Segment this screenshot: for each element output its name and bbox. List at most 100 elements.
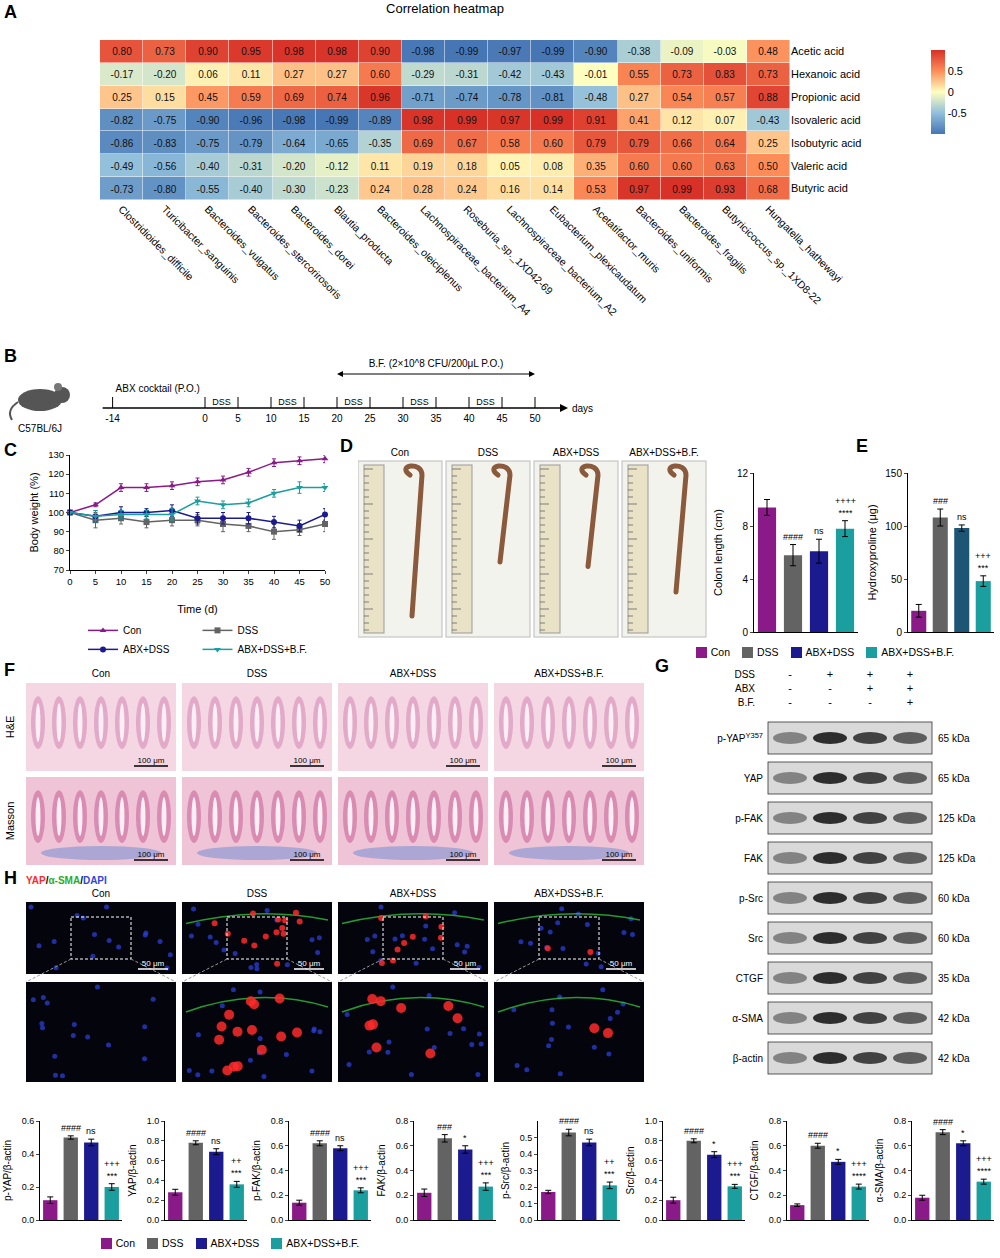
svg-text:-0.73: -0.73 [111,184,134,195]
svg-text:0.14: 0.14 [543,184,563,195]
svg-text:ns: ns [335,1133,345,1143]
svg-text:-0.98: -0.98 [412,46,435,57]
svg-text:0.63: 0.63 [715,161,735,172]
svg-text:-0.35: -0.35 [369,138,392,149]
svg-text:Isovaleric acid: Isovaleric acid [791,114,861,126]
svg-text:YAP: YAP [744,773,764,784]
svg-text:0.27: 0.27 [284,69,304,80]
svg-text:0.2: 0.2 [271,1190,284,1200]
svg-text:65 kDa: 65 kDa [938,773,970,784]
svg-text:-0.40: -0.40 [197,161,220,172]
svg-text:Hydroxyproline (μg): Hydroxyproline (μg) [866,504,878,600]
svg-text:-0.42: -0.42 [499,69,522,80]
svg-text:ns: ns [814,526,824,536]
svg-text:0.25: 0.25 [758,138,778,149]
svg-text:0.57: 0.57 [715,92,735,103]
svg-text:-: - [788,696,792,708]
svg-text:100 μm: 100 μm [138,850,165,859]
svg-text:4: 4 [742,574,748,585]
svg-text:####: #### [933,1117,953,1127]
svg-text:Src: Src [748,933,763,944]
svg-text:0: 0 [896,627,902,638]
svg-text:Con: Con [123,625,141,636]
svg-text:-0.65: -0.65 [326,138,349,149]
svg-text:-0.83: -0.83 [154,138,177,149]
svg-text:0.95: 0.95 [241,46,261,57]
svg-text:0.2: 0.2 [520,1182,533,1192]
svg-text:0.24: 0.24 [370,184,390,195]
svg-text:0.79: 0.79 [586,138,606,149]
svg-text:0.50: 0.50 [758,161,778,172]
svg-text:Con: Con [391,447,409,458]
svg-text:+++****: +++**** [851,1159,867,1181]
svg-text:###: ### [437,1122,452,1132]
svg-text:B.F. (2×10^8 CFU/200μL P.O.): B.F. (2×10^8 CFU/200μL P.O.) [369,358,504,369]
svg-text:DSS: DSS [247,888,268,899]
svg-text:Acetatifactor_muris: Acetatifactor_muris [591,203,663,275]
svg-text:0.69: 0.69 [413,138,433,149]
svg-text:β-actin: β-actin [733,1053,763,1064]
svg-text:-: - [868,696,872,708]
svg-text:0.48: 0.48 [758,46,778,57]
svg-text:ABX+DSS: ABX+DSS [390,888,437,899]
svg-text:0.96: 0.96 [370,92,390,103]
svg-text:0.06: 0.06 [198,69,218,80]
svg-text:125 kDa: 125 kDa [938,813,976,824]
svg-text:0.88: 0.88 [758,92,778,103]
svg-text:0.80: 0.80 [112,46,132,57]
svg-text:50 μm: 50 μm [454,959,477,968]
svg-text:Hexanoic acid: Hexanoic acid [791,68,860,80]
svg-text:0.98: 0.98 [284,46,304,57]
svg-text:ABX+DSS+B.F.: ABX+DSS+B.F. [534,668,603,679]
svg-text:+: + [827,668,833,680]
svg-text:0.68: 0.68 [758,184,778,195]
svg-text:10: 10 [265,413,277,424]
svg-text:-0.56: -0.56 [154,161,177,172]
svg-text:ABX+DSS+B.F.: ABX+DSS+B.F. [534,888,603,899]
svg-text:0.90: 0.90 [370,46,390,57]
svg-text:100 μm: 100 μm [138,756,165,765]
svg-text:Clostridioides_difficile: Clostridioides_difficile [116,203,196,283]
svg-text:days: days [572,403,593,414]
svg-text:Bacteroides_stercorirosoris: Bacteroides_stercorirosoris [246,203,344,301]
svg-text:0.4: 0.4 [271,1166,284,1176]
svg-text:Butyric acid: Butyric acid [791,182,848,194]
svg-text:++++****: ++++**** [835,496,856,518]
svg-text:C57BL/6J: C57BL/6J [18,423,62,434]
svg-text:70: 70 [54,564,65,575]
svg-text:100 μm: 100 μm [606,850,633,859]
svg-text:B.F.: B.F. [738,697,755,708]
svg-text:H&E: H&E [4,716,16,739]
svg-text:0.90: 0.90 [198,46,218,57]
svg-text:42 kDa: 42 kDa [938,1053,970,1064]
svg-text:-0.99: -0.99 [542,46,565,57]
svg-text:0.6: 0.6 [22,1116,35,1126]
svg-text:-0.64: -0.64 [283,138,306,149]
svg-text:0: 0 [742,627,748,638]
svg-text:####: #### [808,1130,828,1140]
svg-text:0.66: 0.66 [672,138,692,149]
svg-text:-0.55: -0.55 [197,184,220,195]
svg-text:-0.99: -0.99 [456,46,479,57]
svg-text:0.08: 0.08 [543,161,563,172]
svg-text:0.41: 0.41 [629,115,649,126]
svg-text:####: #### [310,1128,330,1138]
svg-text:0.3: 0.3 [520,1166,533,1176]
svg-text:100: 100 [48,507,64,518]
svg-text:0.0: 0.0 [520,1215,533,1225]
svg-text:45: 45 [294,576,305,587]
svg-text:ns: ns [957,512,967,522]
svg-text:ABX+DSS: ABX+DSS [390,668,437,679]
svg-text:-0.38: -0.38 [628,46,651,57]
svg-text:0.16: 0.16 [500,184,520,195]
svg-text:####: #### [559,1116,579,1126]
svg-text:65 kDa: 65 kDa [938,733,970,744]
svg-text:30: 30 [218,576,229,587]
svg-text:-0.79: -0.79 [240,138,263,149]
svg-text:0.99: 0.99 [672,184,692,195]
svg-text:0.58: 0.58 [500,138,520,149]
svg-text:0.2: 0.2 [644,1195,657,1205]
svg-text:+++****: +++**** [976,1154,992,1176]
svg-text:0.74: 0.74 [327,92,347,103]
svg-text:0.69: 0.69 [284,92,304,103]
